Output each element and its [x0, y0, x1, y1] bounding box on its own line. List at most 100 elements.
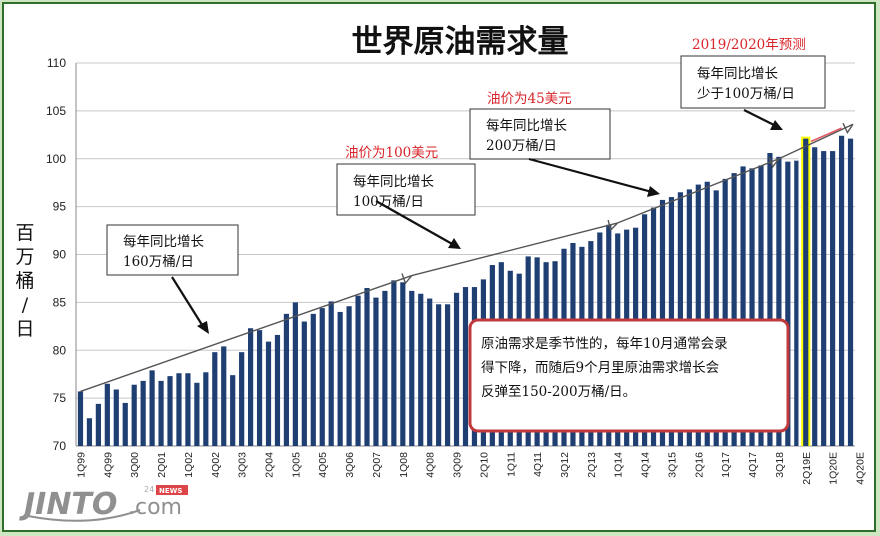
jinto-logo: JINTO .com 24 NEWS [19, 485, 188, 522]
bar-86 [847, 138, 854, 446]
bar-18 [239, 352, 245, 446]
y-tick-75: 75 [53, 391, 67, 405]
bar-79 [785, 161, 791, 446]
logo-small: 24 [144, 485, 154, 494]
bar-16 [221, 346, 227, 446]
x-tick-4Q02: 4Q02 [210, 452, 222, 478]
trend-arrowhead-1 [401, 273, 413, 285]
x-tick-3Q00: 3Q00 [129, 452, 141, 478]
bar-28 [328, 301, 334, 446]
bar-27 [319, 308, 325, 446]
x-tick-4Q17: 4Q17 [747, 452, 759, 478]
bar-78 [776, 156, 782, 446]
trend-lines [80, 122, 854, 393]
y-tick-100: 100 [46, 152, 66, 166]
bar-81 [803, 138, 809, 446]
annotation-1: 每年同比增长 160万桶/日 [106, 224, 239, 276]
bar-19 [248, 328, 254, 446]
x-tick-4Q05: 4Q05 [317, 452, 329, 478]
bar-30 [346, 306, 352, 446]
x-tick-3Q18: 3Q18 [774, 452, 786, 478]
y-tick-85: 85 [53, 295, 67, 309]
bar-41 [444, 304, 451, 446]
x-tick-1Q05: 1Q05 [290, 452, 302, 478]
bar-39 [427, 298, 433, 446]
bar-11 [176, 373, 182, 446]
bar-0 [77, 391, 84, 446]
x-tick-2Q10: 2Q10 [478, 452, 490, 478]
bar-31 [355, 295, 361, 446]
note-line-3: 反弹至150-200万桶/日。 [481, 384, 636, 400]
bar-70 [704, 181, 710, 447]
trend-arrowhead-4 [842, 122, 854, 134]
annotation-1-line-1: 每年同比增长 [123, 234, 204, 250]
annotation-2-tag: 油价为100美元 [345, 145, 438, 161]
trend-line-2 [411, 222, 618, 277]
y-label-char-4: 日 [15, 318, 34, 340]
x-tick-1Q11: 1Q11 [505, 452, 517, 477]
annotation-3-line-1: 每年同比增长 [486, 118, 567, 134]
x-tick-4Q14: 4Q14 [640, 452, 652, 478]
annotation-4-line-2: 少于100万桶/日 [697, 86, 795, 102]
bar-37 [409, 290, 415, 446]
annotation-3-line-2: 200万桶/日 [486, 138, 557, 154]
seasonal-note: 原油需求是季节性的，每年10月通常会录 得下降，而随后9个月里原油需求增长会 反… [468, 318, 790, 433]
x-tick-1Q14: 1Q14 [613, 452, 625, 478]
pointer-arrow-4 [743, 109, 777, 127]
x-tick-1Q17: 1Q17 [720, 452, 732, 478]
logo-suffix: .com [128, 495, 182, 520]
x-tick-1Q99: 1Q99 [75, 452, 87, 478]
annotation-4: 2019/2020年预测 每年同比增长 少于100万桶/日 [680, 37, 826, 109]
logo-text: JINTO [19, 487, 117, 522]
x-tick-1Q02: 1Q02 [183, 452, 195, 478]
x-tick-1Q08: 1Q08 [398, 452, 410, 478]
trend-line-4 [778, 123, 854, 160]
bar-38 [418, 293, 424, 446]
bar-35 [391, 280, 397, 446]
bar-40 [436, 304, 442, 446]
pointer-arrow-3 [528, 157, 653, 194]
bar-42 [453, 292, 460, 446]
bar-80 [794, 160, 800, 447]
pointer-arrow-2 [375, 200, 455, 246]
y-tick-70: 70 [53, 439, 67, 453]
note-line-2: 得下降，而随后9个月里原油需求增长会 [481, 359, 719, 376]
y-axis-label: 百万桶/日 [15, 222, 34, 340]
bar-24 [292, 302, 298, 446]
logo-badge [156, 485, 188, 495]
forecast-red-line [810, 127, 842, 143]
bar-32 [364, 288, 370, 446]
x-tick-4Q11: 4Q11 [532, 452, 544, 477]
trend-line-1 [80, 274, 413, 393]
x-tick-2Q04: 2Q04 [264, 452, 276, 478]
bar-34 [382, 290, 388, 446]
bar-12 [185, 373, 191, 446]
bar-36 [400, 282, 406, 446]
y-label-char-3: / [22, 294, 29, 316]
trend-arrowhead-2 [607, 219, 619, 232]
bar-84 [830, 151, 836, 446]
x-axis-ticks: 1Q99 4Q99 3Q00 2Q01 1Q02 4Q02 3Q03 2Q04 1Q05 4Q05… [75, 452, 866, 485]
y-tick-110: 110 [47, 56, 66, 70]
x-tick-4Q08: 4Q08 [425, 452, 437, 478]
bar-26 [310, 313, 316, 446]
note-line-1: 原油需求是季节性的，每年10月通常会录 [481, 336, 728, 352]
bar-68 [686, 189, 692, 446]
bar-73 [731, 173, 737, 447]
bar-9 [158, 380, 164, 446]
x-tick-4Q99: 4Q99 [102, 452, 114, 478]
y-label-char-1: 万 [15, 246, 34, 268]
y-axis-ticks: 70 75 80 85 90 95 100 105 110 [46, 56, 66, 453]
y-label-char-0: 百 [15, 222, 34, 244]
x-tick-2Q01: 2Q01 [156, 452, 168, 478]
bar-22 [274, 334, 281, 446]
annotation-2: 油价为100美元 每年同比增长 100万桶/日 [336, 145, 476, 216]
x-tick-3Q09: 3Q09 [452, 452, 464, 478]
x-tick-2Q07: 2Q07 [371, 452, 383, 478]
bar-13 [194, 382, 200, 446]
bar-17 [230, 375, 236, 446]
logo-badge-text: NEWS [159, 487, 182, 495]
y-tick-90: 90 [53, 248, 67, 262]
y-tick-105: 105 [46, 104, 66, 118]
